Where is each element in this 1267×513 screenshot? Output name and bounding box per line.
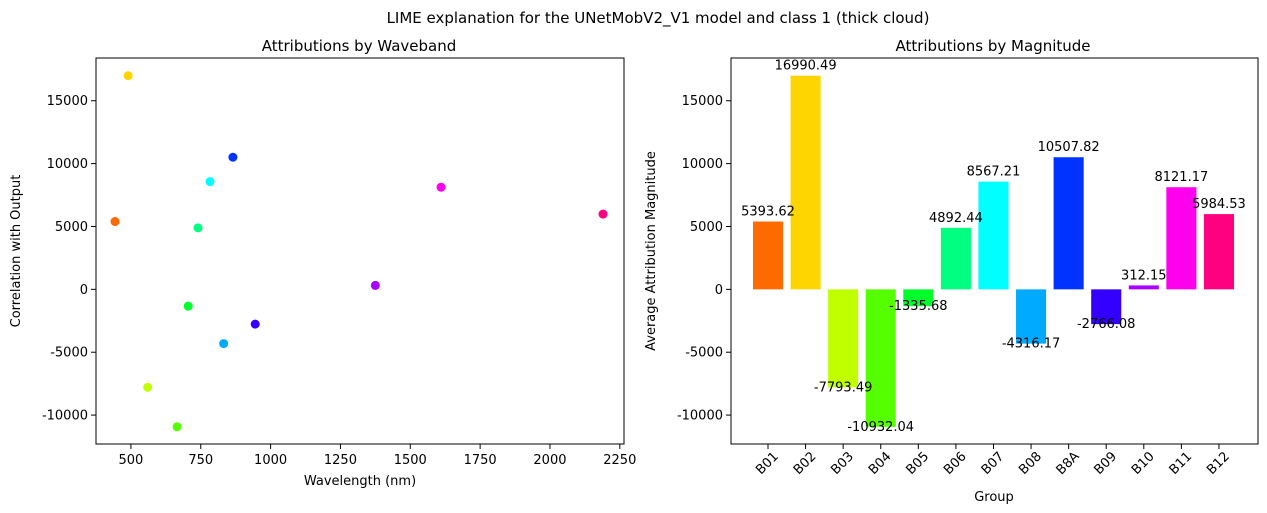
scatter-point-b09 (250, 319, 260, 329)
scatter-x-axis-label: Wavelength (nm) (304, 474, 416, 489)
scatter-point-b03 (143, 382, 153, 392)
scatter-y-tick-label: -5000 (50, 346, 88, 361)
bar-value-labels: 5393.62 16990.49 -7793.49 -10932.04 -1335.68… (741, 59, 1246, 435)
scatter-point-b04 (172, 422, 182, 432)
bar-x-tick-label: B8A (1054, 449, 1083, 478)
scatter-point-b11 (436, 182, 446, 192)
bar-x-tick-label: B05 (904, 449, 933, 478)
bar-b01 (752, 221, 784, 290)
bar-panel: Attributions by Magnitude 5393.62 16990.4… (644, 37, 1259, 505)
bar-x-tick-label: B11 (1167, 449, 1196, 478)
scatter-x-tick-label: 1750 (464, 453, 497, 468)
bar-y-ticks: -10000 -5000 0 5000 10000 15000 (677, 94, 731, 424)
scatter-x-tick-label: 500 (119, 453, 144, 468)
bar-value-label-b03: -7793.49 (814, 380, 872, 395)
bar-b04 (865, 289, 896, 427)
scatter-point-b12 (598, 209, 608, 219)
scatter-y-tick-label: 0 (80, 283, 88, 298)
bar-b02 (790, 75, 821, 290)
bar-value-label-b12: 5984.53 (1192, 197, 1246, 212)
scatter-x-tick-label: 2000 (533, 453, 566, 468)
bar-y-tick-label: 15000 (682, 94, 723, 109)
bar-value-label-b11: 8121.17 (1154, 170, 1208, 185)
bar-x-axis-label: Group (974, 490, 1014, 505)
bar-x-tick-label: B06 (941, 449, 970, 478)
bar-x-tick-label: B12 (1204, 449, 1233, 478)
bar-b11 (1166, 187, 1197, 290)
scatter-title: Attributions by Waveband (262, 37, 457, 55)
bar-y-axis-label: Average Attribution Magnitude (644, 151, 659, 351)
bar-b8a (1053, 157, 1084, 290)
scatter-point-b01 (110, 217, 120, 227)
bar-x-tick-label: B04 (866, 449, 895, 478)
scatter-x-ticks: 500 750 1000 1250 1500 1750 2000 2250 (119, 444, 636, 468)
scatter-point-b8a (228, 152, 238, 162)
scatter-marks (110, 71, 608, 432)
scatter-point-b10 (370, 280, 380, 290)
scatter-x-tick-label: 1500 (394, 453, 427, 468)
scatter-point-b06 (193, 223, 203, 233)
bar-title: Attributions by Magnitude (895, 37, 1090, 55)
bar-value-label-b07: 8567.21 (967, 165, 1021, 180)
scatter-y-tick-label: 15000 (47, 94, 88, 109)
bar-x-ticks: B01 B02 B03 B04 B05 B06 B07 B08 B8A B09 B10 B11 B12 (753, 444, 1233, 478)
bar-b12 (1203, 214, 1234, 290)
bar-value-label-b05: -1335.68 (889, 299, 947, 314)
bar-value-label-b10: 312.15 (1121, 268, 1167, 283)
bar-x-tick-label: B10 (1129, 449, 1158, 478)
scatter-panel: Attributions by Waveband -10000 -5000 0 500… (9, 37, 636, 489)
scatter-x-tick-label: 1000 (254, 453, 287, 468)
bar-b07 (978, 181, 1009, 290)
scatter-x-tick-label: 2250 (603, 453, 636, 468)
bar-x-tick-label: B03 (828, 449, 857, 478)
bar-marks (752, 75, 1234, 427)
bar-value-label-b01: 5393.62 (741, 205, 795, 220)
scatter-y-tick-label: -10000 (42, 409, 88, 424)
scatter-point-b07 (205, 177, 215, 187)
bar-y-tick-label: -5000 (685, 346, 723, 361)
bar-value-label-b08: -4316.17 (1002, 337, 1060, 352)
bar-y-tick-label: -10000 (677, 409, 723, 424)
bar-b05 (903, 289, 934, 307)
scatter-x-tick-label: 750 (188, 453, 213, 468)
scatter-point-b05 (183, 301, 193, 311)
bar-value-label-b02: 16990.49 (775, 59, 837, 74)
scatter-plot-frame (95, 57, 625, 445)
bar-x-tick-label: B07 (979, 449, 1008, 478)
bar-y-tick-label: 10000 (682, 157, 723, 172)
bar-x-tick-label: B01 (753, 449, 782, 478)
bar-value-label-b06: 4892.44 (929, 211, 983, 226)
bar-x-tick-label: B02 (791, 449, 820, 478)
bar-y-tick-label: 5000 (690, 220, 723, 235)
bar-value-label-b09: -2766.08 (1077, 317, 1135, 332)
scatter-point-b08 (219, 339, 229, 349)
scatter-y-tick-label: 10000 (47, 157, 88, 172)
bar-plot-frame (730, 57, 1259, 445)
figure-title: LIME explanation for the UNetMobV2_V1 mo… (387, 9, 930, 28)
scatter-y-axis-label: Correlation with Output (9, 175, 24, 328)
bar-x-tick-label: B09 (1091, 449, 1120, 478)
scatter-y-tick-label: 5000 (55, 220, 88, 235)
bar-b09 (1091, 289, 1122, 325)
bar-b08 (1016, 289, 1047, 344)
scatter-point-b02 (123, 71, 133, 81)
bar-b06 (940, 227, 971, 290)
bar-value-label-b04: -10932.04 (847, 420, 914, 435)
bar-b03 (828, 289, 859, 388)
bar-y-tick-label: 0 (715, 283, 723, 298)
scatter-y-ticks: -10000 -5000 0 5000 10000 15000 (42, 94, 96, 424)
bar-x-tick-label: B08 (1016, 449, 1045, 478)
scatter-x-tick-label: 1250 (324, 453, 357, 468)
bar-b10 (1128, 285, 1159, 290)
bar-value-label-b8a: 10507.82 (1038, 140, 1100, 155)
